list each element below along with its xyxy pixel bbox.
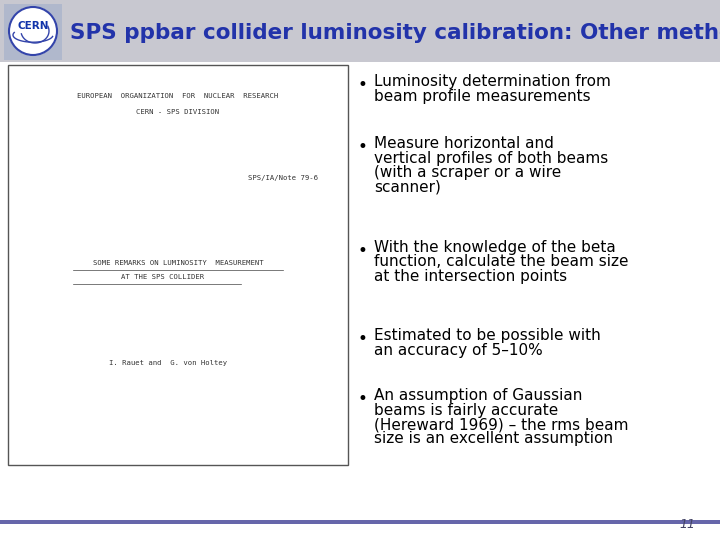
Text: Estimated to be possible with: Estimated to be possible with	[374, 328, 600, 343]
Bar	[0, 62, 720, 540]
Bar	[0, 520, 720, 524]
Text: beam profile measurements: beam profile measurements	[374, 89, 590, 104]
Text: an accuracy of 5–10%: an accuracy of 5–10%	[374, 342, 543, 357]
Circle shape	[9, 7, 57, 55]
Text: SPS ppbar collider luminosity calibration: Other methods: SPS ppbar collider luminosity calibratio…	[70, 23, 720, 43]
Text: function, calculate the beam size: function, calculate the beam size	[374, 254, 629, 269]
Text: beams is fairly accurate: beams is fairly accurate	[374, 402, 558, 417]
Text: vertical profiles of both beams: vertical profiles of both beams	[374, 151, 608, 165]
Text: (Hereward 1969) – the rms beam: (Hereward 1969) – the rms beam	[374, 417, 629, 432]
Text: •: •	[358, 330, 368, 348]
Text: •: •	[358, 390, 368, 408]
Text: With the knowledge of the beta: With the knowledge of the beta	[374, 240, 616, 255]
Text: Measure horizontal and: Measure horizontal and	[374, 136, 554, 151]
Text: •: •	[358, 76, 368, 94]
Text: Luminosity determination from: Luminosity determination from	[374, 74, 611, 89]
Text: I. Rauet and  G. von Holtey: I. Rauet and G. von Holtey	[109, 360, 227, 366]
Text: SOME REMARKS ON LUMINOSITY  MEASUREMENT: SOME REMARKS ON LUMINOSITY MEASUREMENT	[93, 260, 264, 266]
Bar	[4, 4, 62, 60]
Text: 11: 11	[679, 518, 695, 531]
Text: (with a scraper or a wire: (with a scraper or a wire	[374, 165, 562, 180]
Text: EUROPEAN  ORGANIZATION  FOR  NUCLEAR  RESEARCH: EUROPEAN ORGANIZATION FOR NUCLEAR RESEAR…	[77, 93, 279, 99]
Text: at the intersection points: at the intersection points	[374, 269, 567, 284]
Text: CERN - SPS DIVISION: CERN - SPS DIVISION	[136, 109, 220, 115]
Bar	[0, 0, 720, 62]
Text: •: •	[358, 138, 368, 156]
Text: An assumption of Gaussian: An assumption of Gaussian	[374, 388, 582, 403]
Text: CERN: CERN	[17, 21, 49, 31]
Text: size is an excellent assumption: size is an excellent assumption	[374, 431, 613, 447]
Bar	[8, 65, 348, 465]
Text: •: •	[358, 242, 368, 260]
Text: scanner): scanner)	[374, 179, 441, 194]
Text: SPS/IA/Note 79-6: SPS/IA/Note 79-6	[248, 175, 318, 181]
Text: AT THE SPS COLLIDER: AT THE SPS COLLIDER	[122, 274, 204, 280]
